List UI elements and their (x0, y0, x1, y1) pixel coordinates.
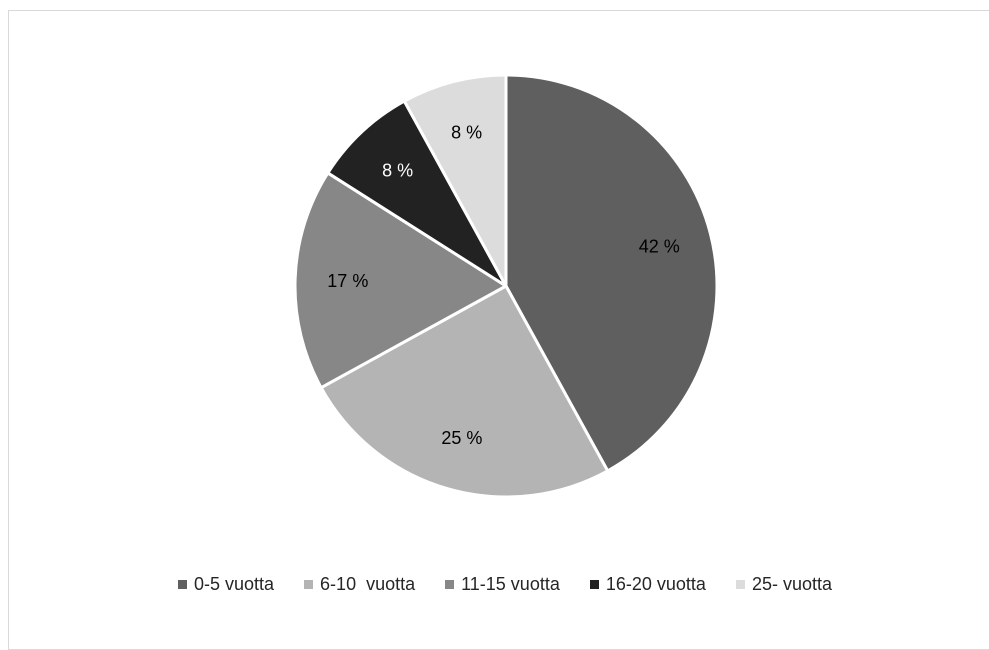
pie-slice-0[interactable] (504, 73, 719, 473)
pie-slices (293, 73, 719, 499)
legend-swatch-0 (177, 579, 187, 589)
legend-item-3[interactable]: 16-20 vuotta (589, 573, 706, 595)
legend-label-1: 6-10 vuotta (320, 573, 416, 594)
legend-item-4[interactable]: 25- vuotta (735, 573, 832, 595)
legend-swatch-1 (304, 579, 314, 589)
legend-item-0[interactable]: 0-5 vuotta (177, 573, 275, 595)
pie-slice-3[interactable] (326, 99, 508, 288)
data-label-1: 25 % (441, 428, 482, 448)
legend-item-1[interactable]: 6-10 vuotta (304, 574, 415, 595)
legend-item-2[interactable]: 11-15 vuotta (445, 574, 560, 595)
legend-label-3: 16-20 vuotta (605, 573, 706, 594)
legend-swatch-2 (445, 579, 455, 589)
data-label-3: 8 % (382, 161, 413, 181)
legend-swatch-3 (589, 579, 599, 589)
chart-legend: 0-5 vuotta 6-10 vuotta 11-15 vuotta 16-2… (0, 570, 989, 598)
data-label-4: 8 % (451, 123, 482, 143)
pie-data-labels: 42 % 25 % 17 % 8 % 8 % (327, 123, 679, 448)
legend-swatch-4 (735, 579, 745, 589)
pie-slice-1[interactable] (319, 284, 610, 499)
data-label-0: 42 % (639, 237, 680, 257)
pie-slice-2[interactable] (293, 171, 508, 390)
legend-label-0: 0-5 vuotta (193, 573, 275, 594)
data-label-2: 17 % (327, 271, 368, 291)
legend-label-4: 25- vuotta (751, 573, 832, 594)
legend-label-2: 11-15 vuotta (461, 573, 560, 594)
pie-slice-4[interactable] (402, 73, 508, 288)
pie-chart: 42 % 25 % 17 % 8 % 8 % (293, 73, 719, 499)
